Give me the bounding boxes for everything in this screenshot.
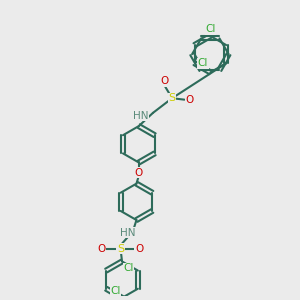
Text: O: O <box>160 76 169 86</box>
Text: Cl: Cl <box>123 263 134 273</box>
Text: S: S <box>117 244 124 254</box>
Text: Cl: Cl <box>205 25 215 34</box>
Text: O: O <box>135 244 143 254</box>
Text: Cl: Cl <box>198 58 208 68</box>
Text: HN: HN <box>120 228 136 238</box>
Text: O: O <box>186 95 194 105</box>
Text: O: O <box>97 244 105 254</box>
Text: Cl: Cl <box>110 286 121 296</box>
Text: HN: HN <box>133 111 148 121</box>
Text: O: O <box>135 168 143 178</box>
Text: S: S <box>169 93 176 103</box>
